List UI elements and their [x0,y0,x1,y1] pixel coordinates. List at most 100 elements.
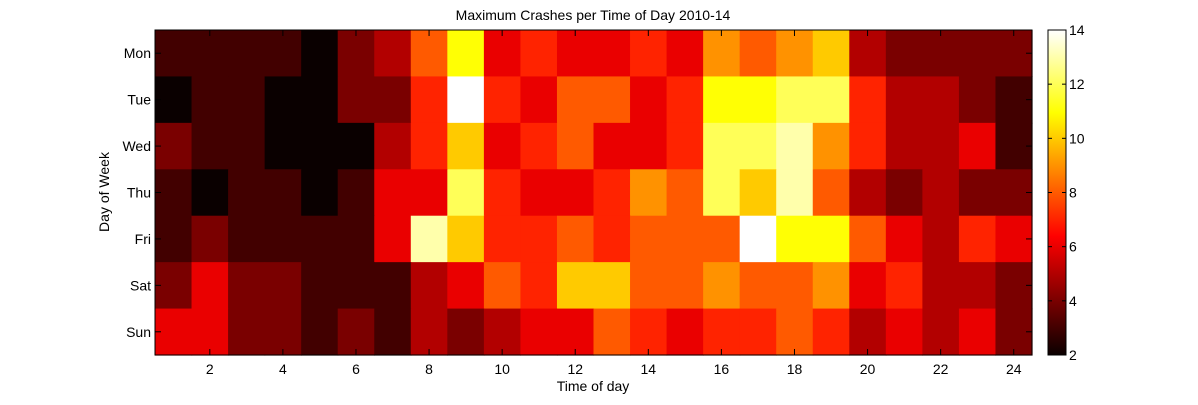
heatmap-cell [410,308,448,356]
heatmap-cell [776,76,814,124]
heatmap-cell [885,30,923,78]
heatmap-cell [885,169,923,217]
y-axis-label: Day of Week [96,151,112,232]
heatmap-cell [812,30,850,78]
y-tick-label: Fri [135,231,151,247]
y-tick-label: Sun [126,324,151,340]
heatmap-cell [630,215,668,263]
heatmap-cell [191,308,229,356]
heatmap-cell [593,308,631,356]
x-tick-label: 22 [933,361,949,377]
y-tick-label: Tue [127,92,151,108]
colorbar-tick-label: 4 [1069,293,1077,309]
heatmap-cell [593,76,631,124]
colorbar-tick-label: 6 [1069,239,1077,255]
heatmap-cell [374,30,412,78]
heatmap-cell [301,76,339,124]
heatmap-cell [410,215,448,263]
heatmap-cell [958,122,997,170]
heatmap-cell [739,30,777,78]
heatmap-cell [630,169,668,217]
y-axis-ticks: Mon Tue Wed Thu Fri Sat Sun [122,45,1032,340]
heatmap-cell [703,308,741,356]
heatmap-cell [630,30,668,78]
heatmap-cell [337,215,375,263]
y-tick-label: Thu [127,185,151,201]
heatmap-cell [666,308,704,356]
heatmap-cell [447,169,485,217]
heatmap-cell [301,308,339,356]
heatmap-cell [155,169,193,217]
heatmap-cell [264,215,302,263]
heatmap-cell [922,215,960,263]
heatmap-cell [155,308,193,356]
colorbar-tick-label: 2 [1069,347,1077,363]
heatmap-cell [593,122,631,170]
heatmap-cell [301,122,339,170]
heatmap-cell [228,215,266,263]
heatmap-cell [556,215,595,263]
x-axis-label: Time of day [557,378,630,394]
heatmap-cell [958,262,997,310]
heatmap-cell [556,169,595,217]
heatmap-cell [447,122,485,170]
heatmap-cell [228,262,266,310]
heatmap-cell [556,122,595,170]
heatmap-cell [630,262,668,310]
heatmap-cell [885,262,923,310]
heatmap-cell [922,122,960,170]
heatmap-cell [228,30,266,78]
x-tick-label: 4 [279,361,287,377]
heatmap-cell [812,169,850,217]
heatmap-cell [447,215,485,263]
x-tick-label: 10 [494,361,510,377]
colorbar-tick-label: 8 [1069,185,1077,201]
heatmap-cell [849,215,887,263]
heatmap-cell [556,76,595,124]
colorbar-tick-label: 12 [1069,76,1085,92]
heatmap-cell [191,169,229,217]
heatmap-cell [703,262,741,310]
heatmap-cell [776,169,814,217]
heatmap-cell [849,169,887,217]
heatmap-cell [337,308,375,356]
heatmap-cell [264,262,302,310]
heatmap-cell [228,76,266,124]
heatmap-cell [593,30,631,78]
heatmap-cell [483,76,522,124]
heatmap-cell [447,76,485,124]
heatmap-cell [630,122,668,170]
heatmap-cell [374,169,412,217]
heatmap-cell [812,308,850,356]
heatmap-cell [776,30,814,78]
heatmap-cell [776,122,814,170]
heatmap-cell [849,30,887,78]
heatmap-cell [812,262,850,310]
heatmap-cell [666,215,704,263]
heatmap-cell [703,169,741,217]
heatmap-cell [520,122,558,170]
heatmap-cell [958,215,997,263]
heatmap-cell [301,215,339,263]
heatmap-cell [374,262,412,310]
x-tick-label: 12 [567,361,583,377]
chart-title: Maximum Crashes per Time of Day 2010-14 [456,7,731,23]
heatmap-cell [520,76,558,124]
heatmap-cell [849,122,887,170]
heatmap-cell [410,122,448,170]
heatmap-cell [374,122,412,170]
heatmap-cell [885,308,923,356]
heatmap-cell [666,122,704,170]
heatmap-cell [483,262,522,310]
heatmap-cell [812,215,850,263]
heatmap-cell [922,308,960,356]
heatmap-cell [922,76,960,124]
heatmap-cell [483,122,522,170]
heatmap-cell [922,262,960,310]
heatmap-cell [191,30,229,78]
heatmap-cell [191,215,229,263]
heatmap-cell [264,169,302,217]
heatmap-cell [520,30,558,78]
x-tick-label: 18 [787,361,803,377]
